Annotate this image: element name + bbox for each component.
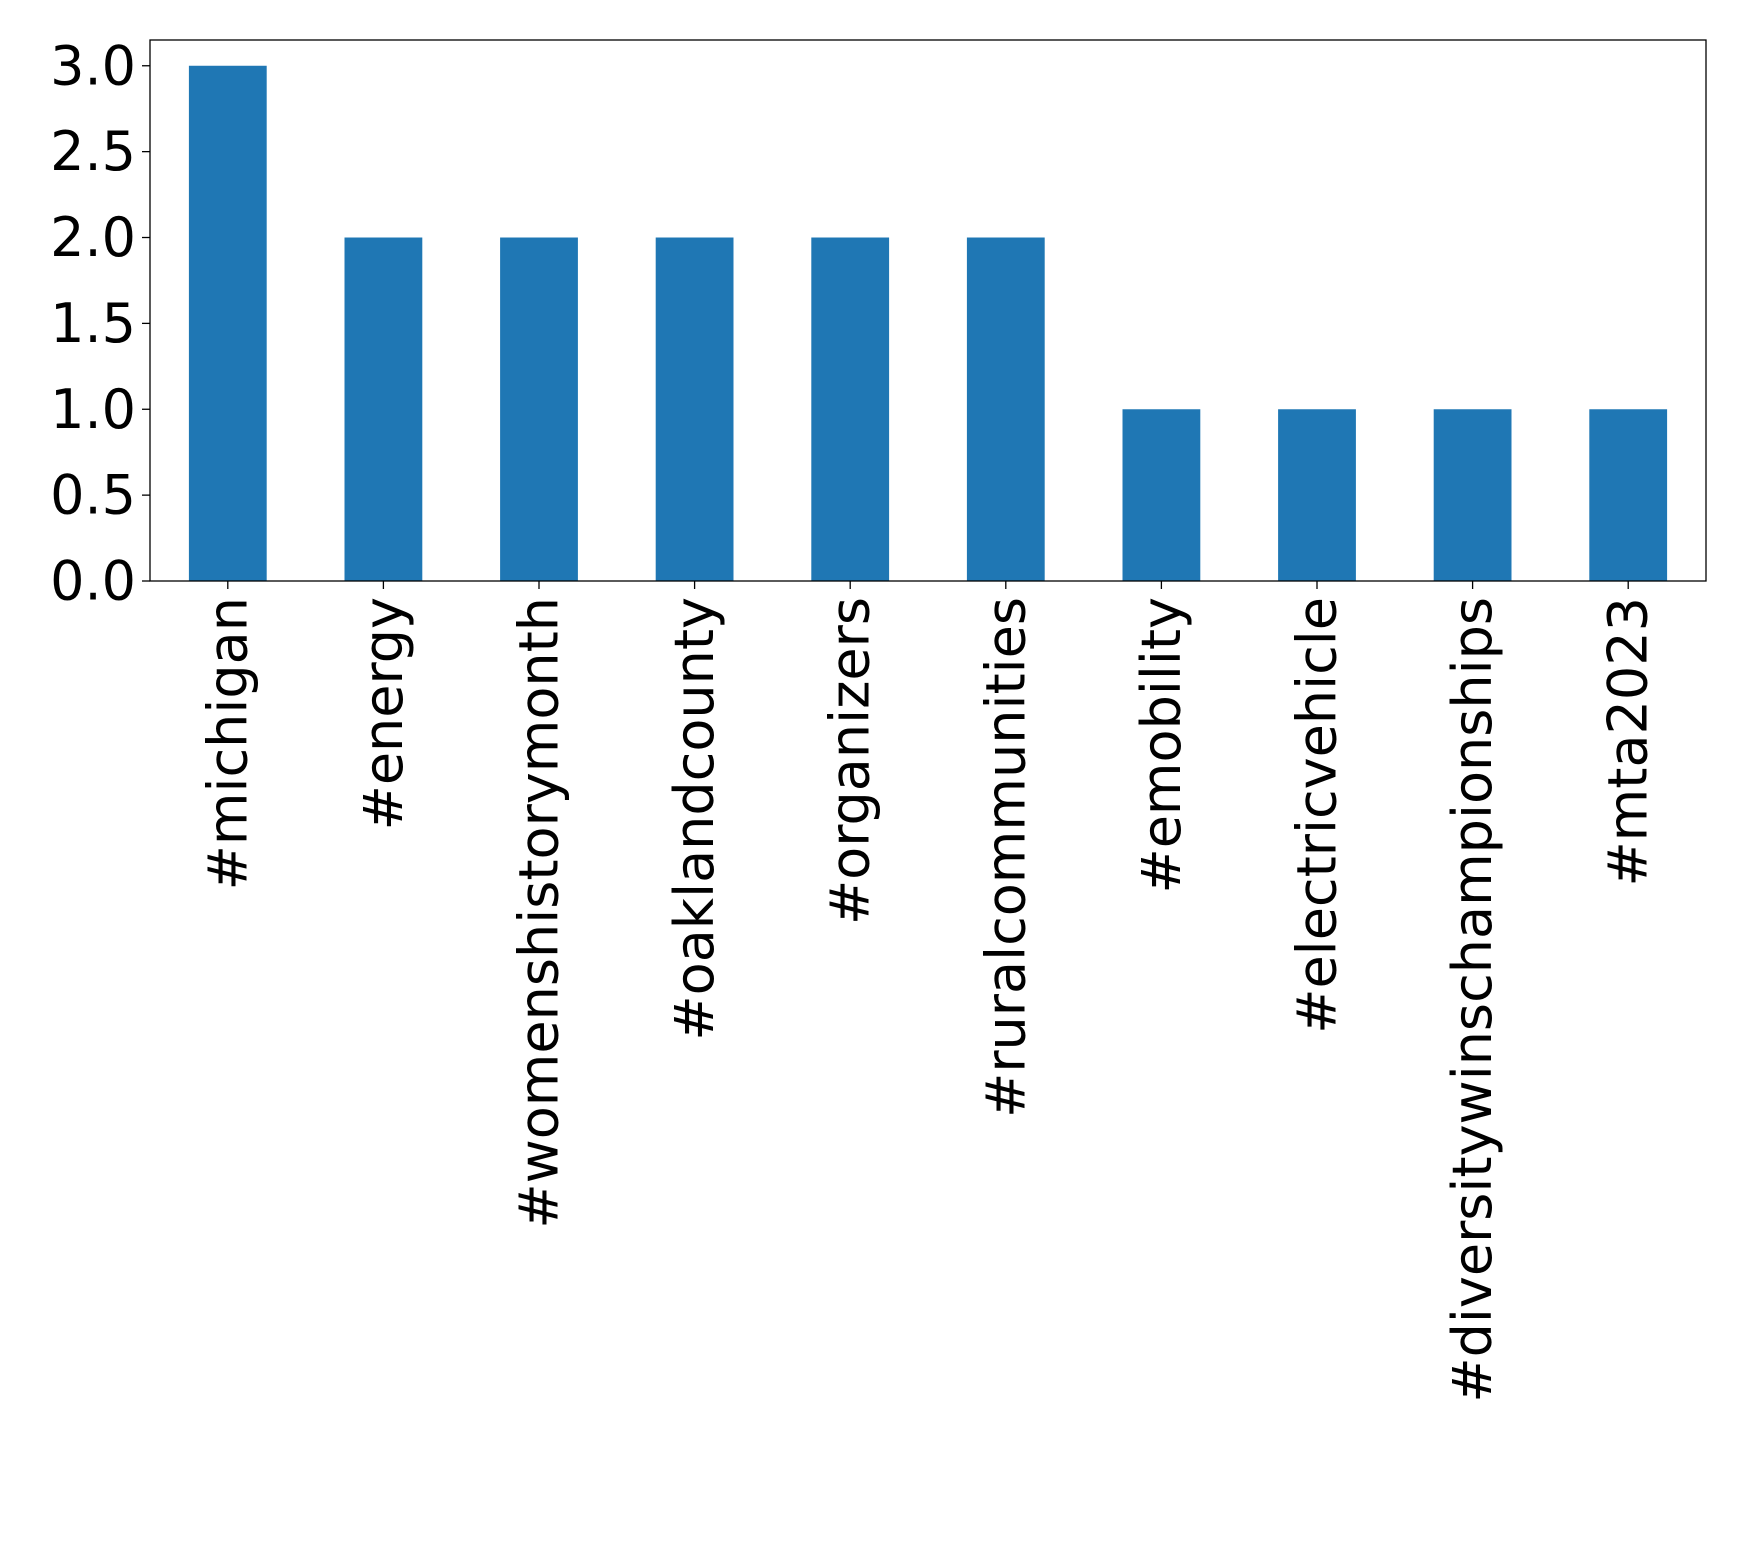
bar-diversitywinschampionships [1433, 409, 1512, 581]
bar-mta2023 [1589, 409, 1668, 581]
bars-group [188, 65, 1668, 581]
bar-organizers [811, 237, 890, 581]
x-tick-label: #mta2023 [1597, 597, 1660, 887]
x-tick-label: #organizers [819, 597, 882, 925]
plot-frame [149, 39, 1707, 582]
y-tick-label: 0.5 [50, 464, 136, 527]
bar-oaklandcounty [655, 237, 734, 581]
y-tick-label: 0.0 [50, 550, 136, 613]
y-tick-label: 2.5 [50, 120, 136, 183]
y-axis: 0.0 0.5 1.0 1.5 2.0 2.5 3.0 [50, 34, 150, 613]
x-tick-label: #emobility [1130, 597, 1193, 894]
x-tick-label: #ruralcommunities [974, 597, 1037, 1118]
y-tick-label: 2.0 [50, 206, 136, 269]
bar-emobility [1122, 409, 1201, 581]
y-tick-label: 1.5 [50, 292, 136, 355]
y-tick-label: 3.0 [50, 34, 136, 97]
x-axis: #michigan #energy #womenshistorymonth #oakl… [196, 581, 1660, 1403]
bar-michigan [188, 65, 267, 581]
x-tick-label: #diversitywinschampionships [1441, 597, 1504, 1403]
bar-energy [344, 237, 423, 581]
bar-electricvehicle [1278, 409, 1356, 581]
bar-ruralcommunities [966, 237, 1045, 581]
x-tick-label: #oaklandcounty [663, 597, 726, 1041]
x-tick-label: #energy [352, 597, 415, 830]
bar-womenshistorymonth [500, 237, 578, 581]
x-tick-label: #womenshistorymonth [508, 597, 571, 1229]
x-tick-label: #michigan [196, 597, 259, 890]
x-tick-label: #electricvehicle [1286, 597, 1349, 1034]
y-tick-label: 1.0 [50, 378, 136, 441]
